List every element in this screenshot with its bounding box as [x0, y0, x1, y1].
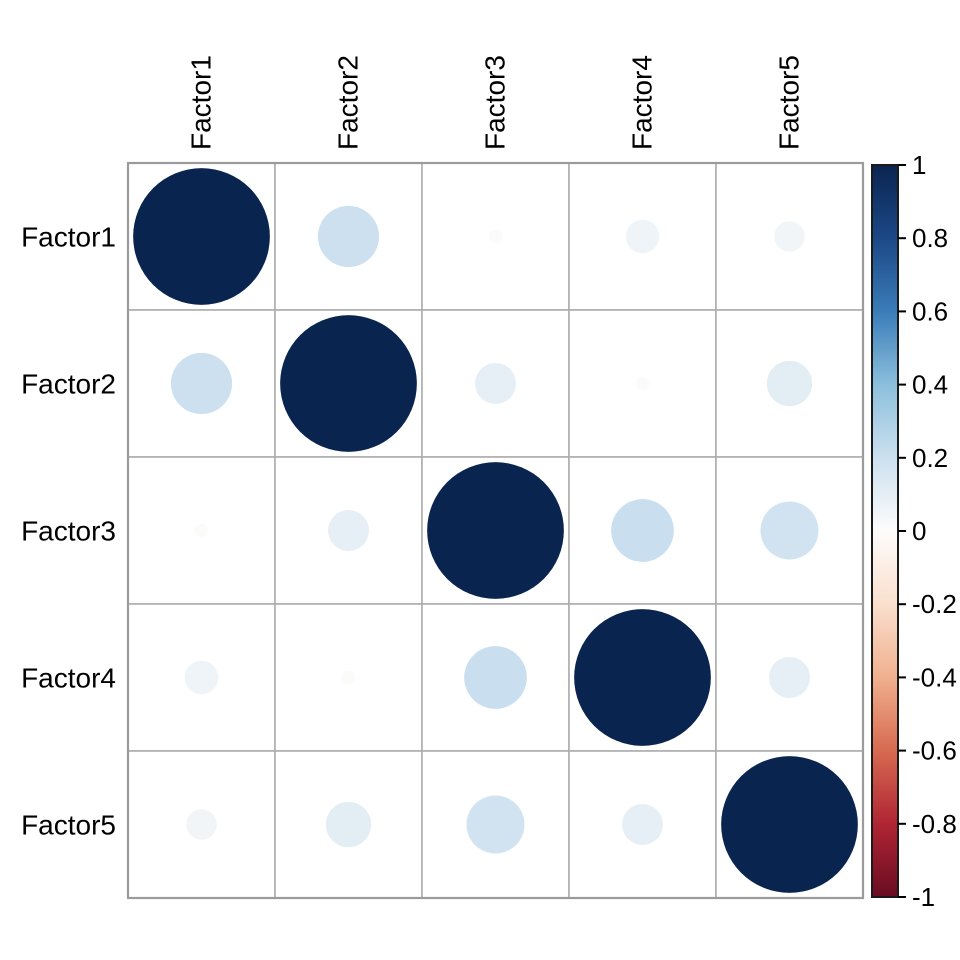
- colorbar-gradient: [871, 164, 899, 898]
- correlation-circle: [611, 499, 674, 562]
- correlation-circle: [427, 462, 564, 599]
- correlation-circle: [133, 168, 270, 305]
- column-label: Factor2: [333, 55, 364, 150]
- row-label: Factor3: [21, 516, 116, 547]
- correlation-circle: [721, 756, 858, 893]
- colorbar-tick-label: -0.8: [912, 809, 957, 839]
- column-label: Factor3: [480, 55, 511, 150]
- correlation-circle: [768, 656, 811, 699]
- column-label: Factor4: [627, 55, 658, 150]
- colorbar-tick-label: 0.2: [912, 443, 948, 473]
- correlation-circle: [574, 609, 711, 746]
- correlation-circle: [325, 801, 372, 848]
- correlation-circle: [317, 205, 380, 268]
- row-label: Factor4: [21, 663, 116, 694]
- correlation-circle: [625, 219, 660, 254]
- correlation-circle: [466, 795, 525, 854]
- correlation-circle: [280, 315, 417, 452]
- column-label: Factor5: [774, 55, 805, 150]
- matrix-cell: [568, 456, 717, 605]
- correlation-circle: [194, 523, 209, 538]
- correlation-circle: [184, 660, 219, 695]
- correlation-circle: [464, 646, 527, 709]
- correlation-circle: [621, 803, 664, 846]
- correlation-circle: [186, 809, 217, 840]
- colorbar-tick-label: -0.4: [912, 662, 957, 692]
- row-label: Factor5: [21, 810, 116, 841]
- colorbar-tick-label: -0.6: [912, 736, 957, 766]
- correlation-circles-group: [133, 168, 858, 893]
- column-labels-group: Factor1 Factor2 Factor3 Factor4 Factor5: [186, 55, 805, 150]
- correlation-circle: [474, 362, 517, 405]
- correlation-circle: [341, 670, 356, 685]
- correlation-circle: [766, 360, 813, 407]
- matrix-grid: [126, 161, 865, 900]
- row-label: Factor1: [21, 222, 116, 253]
- matrix-outer-border: [126, 161, 865, 900]
- correlation-circle: [760, 501, 819, 560]
- colorbar-tick-label: 0: [912, 516, 926, 546]
- colorbar-tick-label: -1: [912, 882, 935, 912]
- column-label: Factor1: [186, 55, 217, 150]
- colorbar-tick-label: 0.6: [912, 296, 948, 326]
- row-labels-group: Factor1 Factor2 Factor3 Factor4 Factor5: [21, 222, 116, 841]
- matrix-cell: [421, 309, 570, 458]
- colorbar-tick-label: 0.4: [912, 370, 948, 400]
- correlation-circle: [488, 229, 503, 244]
- colorbar-tick-label: -0.2: [912, 589, 957, 619]
- correlation-circle: [774, 221, 805, 252]
- correlation-circle: [635, 376, 650, 391]
- row-label: Factor2: [21, 369, 116, 400]
- colorbar-tick-label: 0.8: [912, 223, 948, 253]
- matrix-cell: [274, 750, 423, 899]
- colorbar-tick-label: 1: [912, 150, 926, 180]
- correlation-circle: [327, 509, 370, 552]
- correlation-circle: [170, 352, 233, 415]
- colorbar: 1 0.8 0.6 0.4 0.2 0 -0.2 -0.4 -0.6 -0.8 -1: [871, 150, 957, 912]
